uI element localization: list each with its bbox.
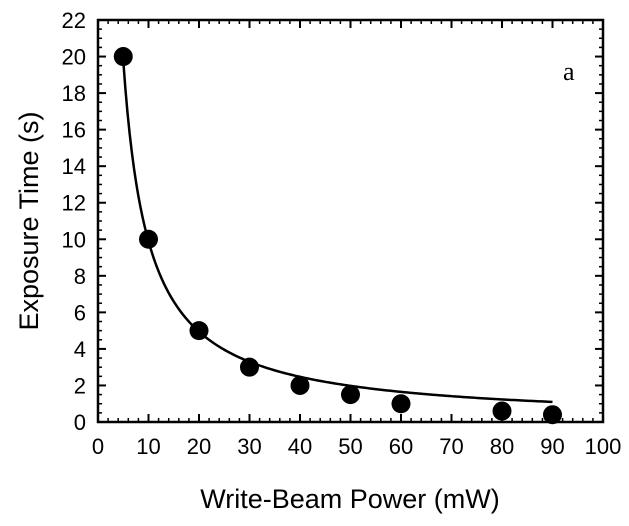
plot-frame xyxy=(96,18,605,424)
x-tick-label: 90 xyxy=(540,434,564,459)
data-point xyxy=(341,385,360,405)
x-tick-label: 70 xyxy=(439,434,463,459)
data-points-layer xyxy=(113,47,562,425)
x-tick-label: 80 xyxy=(490,434,514,459)
y-tick-label: 2 xyxy=(74,373,86,398)
x-tick-label: 30 xyxy=(237,434,261,459)
data-point xyxy=(290,375,310,395)
y-tick-label: 8 xyxy=(74,264,86,289)
x-tick-label: 0 xyxy=(92,434,104,459)
data-point xyxy=(113,47,133,67)
data-point xyxy=(391,394,411,414)
x-tick-label: 100 xyxy=(585,434,622,459)
y-tick-label: 14 xyxy=(62,154,86,179)
y-tick-label: 10 xyxy=(62,227,86,252)
y-tick-label: 22 xyxy=(62,8,86,33)
y-axis-title: Exposure Time (s) xyxy=(14,111,44,330)
y-tick-label: 18 xyxy=(62,81,86,106)
fit-curve xyxy=(122,60,553,404)
data-point xyxy=(189,321,209,341)
data-point xyxy=(543,405,562,425)
x-tick-label: 10 xyxy=(136,434,160,459)
y-tick-label: 12 xyxy=(62,191,86,216)
x-tick-label: 40 xyxy=(288,434,312,459)
x-tick-label: 50 xyxy=(338,434,362,459)
y-tick-label: 0 xyxy=(74,410,86,435)
panel-label: a xyxy=(563,57,575,86)
y-tick-label: 16 xyxy=(62,118,86,143)
tick-labels-layer: 0 10 20 30 40 50 60 70 80 90 100 0 2 4 6 8 10 12 14 16 18 20 2… xyxy=(62,8,622,459)
x-tick-label: 60 xyxy=(389,434,413,459)
y-tick-label: 20 xyxy=(62,45,86,70)
y-tick-label: 4 xyxy=(74,337,86,362)
data-point xyxy=(492,401,512,421)
data-point xyxy=(139,229,158,249)
data-point xyxy=(240,357,259,377)
x-axis-title: Write-Beam Power (mW) xyxy=(200,484,500,514)
x-tick-label: 20 xyxy=(187,434,211,459)
y-tick-label: 6 xyxy=(74,300,86,325)
ticks-layer xyxy=(97,19,604,423)
